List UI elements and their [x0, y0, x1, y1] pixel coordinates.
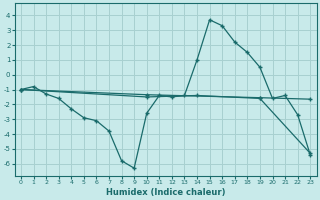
- X-axis label: Humidex (Indice chaleur): Humidex (Indice chaleur): [106, 188, 225, 197]
